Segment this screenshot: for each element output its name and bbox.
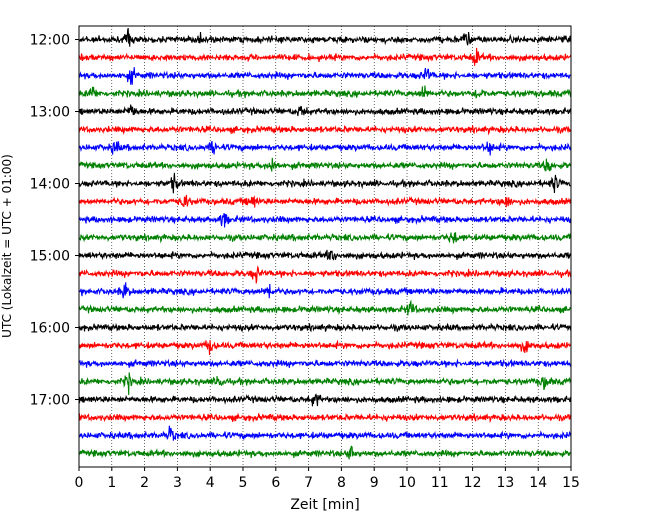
trace-1715 <box>78 412 572 424</box>
x-tick-label: 6 <box>271 475 280 491</box>
trace-1230 <box>78 67 572 85</box>
trace-1500 <box>78 249 572 261</box>
x-tick-label: 11 <box>431 475 449 491</box>
x-tick-label: 4 <box>206 475 215 491</box>
x-axis-ticks: 0 1 2 3 4 5 6 7 8 9 10 11 12 13 14 15 <box>75 467 580 491</box>
x-tick-label: 0 <box>75 475 84 491</box>
trace-1345 <box>78 157 572 172</box>
trace-1445 <box>78 232 572 244</box>
x-tick-label: 12 <box>464 475 482 491</box>
trace-1615 <box>78 339 572 356</box>
y-tick-label: 13:00 <box>30 105 70 121</box>
y-axis-label: UTC (Lokalzeit = UTC + 01:00) <box>0 154 14 338</box>
x-tick-label: 3 <box>173 475 182 491</box>
trace-1415 <box>78 194 572 208</box>
plot-background <box>79 26 571 467</box>
trace-1330 <box>78 140 572 156</box>
x-tick-label: 9 <box>370 475 379 491</box>
x-tick-label: 5 <box>239 475 248 491</box>
y-axis-ticks: 12:00 13:00 14:00 15:00 16:00 17:00 <box>30 33 79 409</box>
x-tick-label: 14 <box>529 475 547 491</box>
trace-1400 <box>78 172 572 194</box>
trace-1215 <box>78 47 572 66</box>
trace-1600 <box>78 322 572 333</box>
trace-1630 <box>78 358 572 369</box>
trace-1245 <box>78 85 572 99</box>
seismic-traces <box>78 28 572 460</box>
trace-1730 <box>78 425 572 441</box>
y-tick-label: 16:00 <box>30 321 70 337</box>
trace-1300 <box>78 104 572 117</box>
x-tick-label: 7 <box>304 475 313 491</box>
trace-1315 <box>78 124 572 136</box>
x-tick-label: 15 <box>562 475 580 491</box>
trace-1700 <box>78 393 572 407</box>
x-axis-label: Zeit [min] <box>290 497 359 513</box>
y-tick-label: 15:00 <box>30 249 70 265</box>
y-tick-label: 14:00 <box>30 177 70 193</box>
x-tick-label: 2 <box>140 475 149 491</box>
plot-frame <box>78 25 572 468</box>
trace-1515 <box>78 265 572 284</box>
trace-1545 <box>78 299 572 316</box>
x-tick-label: 13 <box>496 475 514 491</box>
x-tick-label: 10 <box>398 475 416 491</box>
trace-1645 <box>78 372 572 396</box>
trace-1530 <box>78 282 572 299</box>
y-tick-label: 17:00 <box>30 393 70 409</box>
x-tick-label: 8 <box>337 475 346 491</box>
trace-1745 <box>78 445 572 460</box>
x-tick-label: 1 <box>107 475 116 491</box>
y-tick-label: 12:00 <box>30 33 70 49</box>
trace-1430 <box>78 213 572 228</box>
trace-1200 <box>78 28 572 47</box>
